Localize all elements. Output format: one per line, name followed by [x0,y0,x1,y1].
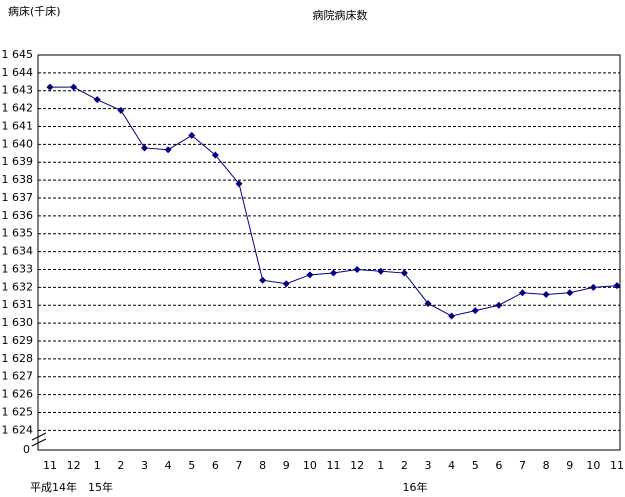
marker [306,271,314,279]
marker [70,83,78,91]
y-tick-label: 1 638 [2,173,34,186]
marker [46,83,54,91]
marker [282,280,290,288]
marker [424,299,432,307]
x-tick-label: 11 [327,459,341,472]
x-tick-label: 1 [377,459,384,472]
y-tick-label: 1 631 [2,298,34,311]
marker [141,144,148,152]
x-tick-label: 2 [117,459,124,472]
marker [542,291,550,299]
marker [519,289,526,297]
chart-title: 病院病床数 [313,8,368,22]
y-tick-label: 1 630 [2,316,34,329]
y-tick-label: 1 642 [2,102,34,115]
y-tick-label: 1 639 [2,155,34,168]
y-tick-label: 1 629 [2,334,34,347]
y-tick-label: 1 634 [2,245,34,258]
x-tick-label: 8 [543,459,550,472]
x-tick-label: 3 [425,459,432,472]
plot-frame [37,54,621,451]
marker [377,267,385,275]
axis-break [31,432,47,447]
x-tick-label: 5 [472,459,479,472]
x-tick-label: 10 [303,459,317,472]
y-axis-label: 病床(千床) [8,4,61,18]
marker [589,283,597,291]
marker [353,265,361,273]
x-tick-label: 11 [43,459,57,472]
y-break-label: 0 [23,443,30,456]
x-tick-label: 6 [495,459,502,472]
year-label: 平成14年 [30,480,77,494]
break-mark [31,438,47,447]
x-tick-label: 12 [350,459,364,472]
x-tick-label: 9 [566,459,573,472]
y-tick-label: 1 635 [2,227,34,240]
marker [448,312,456,320]
x-tick-label: 5 [188,459,195,472]
y-tick-label: 1 627 [2,370,34,383]
y-tick-label: 1 645 [2,48,34,61]
y-tick-label: 1 633 [2,262,34,275]
year-label: 16年 [403,480,428,494]
marker [471,307,479,315]
line [50,86,618,317]
y-tick-label: 1 628 [2,352,34,365]
y-tick-label: 1 644 [2,66,34,79]
y-tick-label: 1 625 [2,405,34,418]
y-tick-label: 1 641 [2,119,34,132]
y-tick-label: 1 624 [2,423,34,436]
y-tick-label: 1 640 [2,137,34,150]
marker [188,131,196,139]
x-tick-label: 11 [610,459,624,472]
marker [211,151,219,159]
x-tick-label: 12 [67,459,81,472]
x-tick-label: 2 [401,459,408,472]
year-label: 15年 [88,480,113,494]
y-tick-label: 1 632 [2,280,34,293]
x-tick-label: 4 [165,459,172,472]
y-tick-label: 1 626 [2,388,34,401]
break-mark [31,432,47,441]
x-tick-label: 8 [259,459,266,472]
marker [117,106,125,114]
x-tick-label: 3 [141,459,148,472]
marker [93,96,101,104]
x-tick-label: 7 [519,459,526,472]
marker [259,276,267,284]
y-tick-label: 1 637 [2,191,34,204]
x-tick-label: 9 [283,459,290,472]
y-tick-label: 1 636 [2,209,34,222]
y-tick-label: 1 643 [2,84,34,97]
x-tick-label: 7 [236,459,243,472]
marker [613,282,621,290]
x-tick-label: 1 [94,459,101,472]
x-tick-label: 10 [586,459,600,472]
x-tick-label: 6 [212,459,219,472]
marker [235,180,243,188]
marker [330,269,337,277]
x-tick-label: 4 [448,459,455,472]
marker [400,269,408,277]
marker [566,289,574,297]
marker [164,146,172,154]
marker [495,301,503,309]
